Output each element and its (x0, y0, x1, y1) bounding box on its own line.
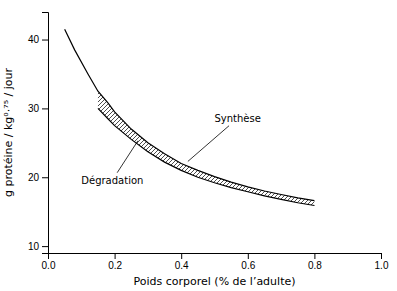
tick: 1.0 (375, 253, 389, 271)
plot: 0.0 0.2 0.4 0.6 0.8 1.0 10 20 30 40 Synthèse Dégrad… (28, 13, 389, 272)
tick-mark (42, 177, 48, 178)
tick-mark (42, 246, 48, 247)
x-axis: 0.0 0.2 0.4 0.6 0.8 1.0 (42, 253, 389, 271)
tick-label: 40 (28, 34, 40, 45)
tick: 0.0 (42, 253, 56, 271)
axis-line (49, 254, 382, 260)
annotation-line (117, 141, 138, 173)
annotation: Synthèse (188, 113, 261, 162)
annotation-text: Dégradation (81, 175, 143, 186)
tick-label: 0.2 (108, 260, 122, 271)
tick-label: 1.0 (375, 260, 389, 271)
tick-label: 30 (28, 103, 40, 114)
axis-line (42, 13, 49, 254)
y-axis-title: g protéine / kg⁰·⁷⁵ / jour (2, 67, 15, 197)
tick-label: 0.0 (42, 260, 56, 271)
tick-mark (248, 253, 249, 259)
line (65, 29, 315, 200)
tick-mark (42, 40, 48, 41)
y-axis: 10 20 30 40 (28, 13, 49, 254)
annotation-line (188, 126, 229, 162)
tick-label: 0.8 (308, 260, 322, 271)
tick-mark (115, 253, 116, 259)
tick-label: 10 (28, 241, 40, 252)
tick: 0.2 (108, 253, 122, 271)
tick-label: 0.6 (241, 260, 255, 271)
annotation: Dégradation (81, 141, 143, 186)
tick-label: 0.4 (175, 260, 189, 271)
hatched-band (98, 91, 314, 205)
tick: 10 (28, 241, 48, 252)
tick-mark (381, 253, 382, 259)
line (98, 108, 314, 205)
tick: 0.8 (308, 253, 322, 271)
marks (65, 29, 315, 205)
tick-mark (181, 253, 182, 259)
annotations: Synthèse Dégradation (81, 113, 261, 186)
chart: 0.0 0.2 0.4 0.6 0.8 1.0 10 20 30 40 Synthèse Dégrad… (0, 0, 397, 291)
tick: 0.6 (241, 253, 255, 271)
tick: 40 (28, 34, 48, 45)
tick-label: 20 (28, 172, 40, 183)
tick: 30 (28, 103, 48, 114)
annotation-text: Synthèse (215, 113, 261, 124)
tick: 0.4 (175, 253, 189, 271)
tick-mark (42, 108, 48, 109)
tick: 20 (28, 172, 48, 183)
x-axis-title: Poids corporel (% de l’adulte) (133, 275, 295, 288)
tick-mark (314, 253, 315, 259)
